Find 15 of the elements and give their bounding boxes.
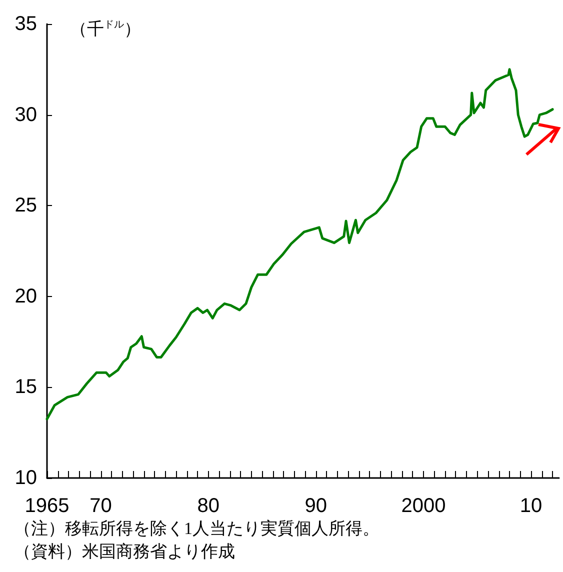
y-tick-label: 15 [14, 376, 37, 398]
x-tick-label: 1965 [24, 495, 70, 517]
text: （資料）米国商務省より作成 [14, 542, 235, 561]
x-tick-label: 2000 [401, 495, 446, 517]
text: （注）移転所得を除く1人当たり実質個人所得。 [14, 519, 380, 538]
y-tick-label: 25 [14, 194, 37, 217]
x-tick-label: 70 [90, 495, 112, 517]
y-tick-label: 20 [14, 285, 37, 308]
y-tick-label: 30 [14, 104, 37, 126]
line-series [46, 68, 554, 420]
y-tick-label: 10 [14, 467, 37, 489]
x-tick-label: 90 [304, 495, 328, 517]
x-tick-label: 80 [197, 495, 220, 517]
x-tick-label: 10 [520, 495, 542, 517]
y-tick-label: 35 [14, 13, 37, 35]
